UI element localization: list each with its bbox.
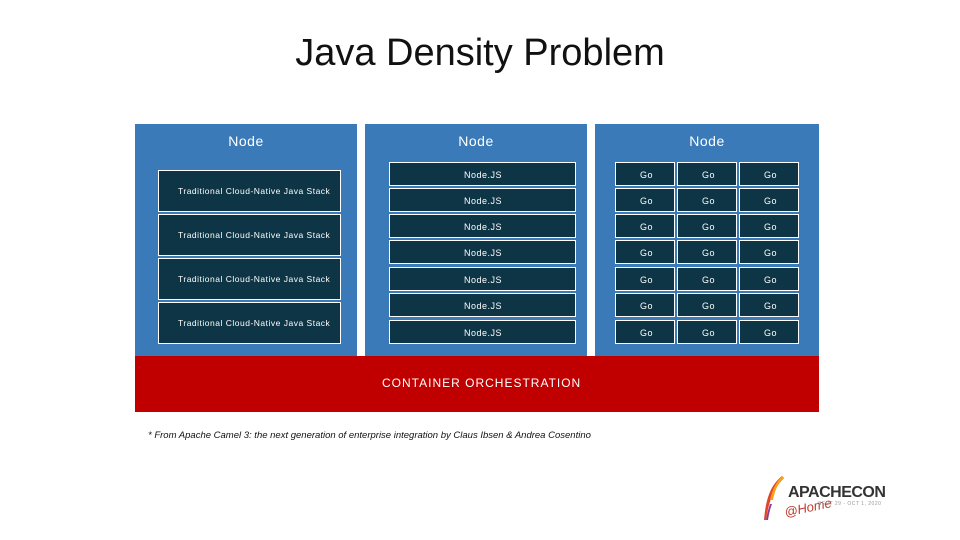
go-cell: Go (739, 240, 799, 264)
go-label: Go (764, 301, 778, 311)
nodejs-label: Node.JS (464, 222, 503, 232)
feather-icon (764, 476, 784, 520)
go-cell: Go (615, 214, 675, 238)
go-label: Go (702, 170, 716, 180)
go-cell: Go (615, 188, 675, 212)
nodejs-label: Node.JS (464, 248, 503, 258)
go-cell: Go (677, 293, 737, 317)
go-label: Go (764, 222, 778, 232)
nodejs-cell: Node.JS (389, 267, 576, 291)
nodejs-cell: Node.JS (389, 293, 576, 317)
go-label: Go (640, 301, 654, 311)
java-stack-label: Traditional Cloud-Native Java Stack (178, 186, 331, 196)
go-cell: Go (677, 240, 737, 264)
orchestration-label: CONTAINER ORCHESTRATION (382, 376, 582, 390)
go-label: Go (764, 328, 778, 338)
logo-subtitle: SEPT 29 - OCT 1, 2020 (818, 501, 882, 507)
nodejs-label: Node.JS (464, 275, 503, 285)
java-stack-label: Traditional Cloud-Native Java Stack (178, 274, 331, 284)
go-cell: Go (739, 214, 799, 238)
nodejs-cell: Node.JS (389, 188, 576, 212)
node-label: Node (689, 133, 725, 149)
java-stack-box (158, 258, 341, 300)
go-label: Go (702, 248, 716, 258)
go-cell: Go (739, 162, 799, 186)
go-label: Go (764, 196, 778, 206)
nodejs-label: Node.JS (464, 196, 503, 206)
nodejs-label: Node.JS (464, 328, 503, 338)
nodejs-cell: Node.JS (389, 320, 576, 344)
go-cell: Go (677, 267, 737, 291)
go-cell: Go (677, 188, 737, 212)
apachecon-logo: APACHECON @Home SEPT 29 - OCT 1, 2020 (758, 474, 898, 526)
go-cell: Go (677, 320, 737, 344)
go-label: Go (640, 275, 654, 285)
go-label: Go (640, 196, 654, 206)
go-cell: Go (677, 162, 737, 186)
go-cell: Go (615, 240, 675, 264)
apachecon-wordmark: APACHECON (788, 484, 886, 502)
go-cell: Go (615, 293, 675, 317)
footnote: * From Apache Camel 3: the next generati… (148, 430, 591, 441)
go-cell: Go (739, 188, 799, 212)
nodejs-cell: Node.JS (389, 240, 576, 264)
go-cell: Go (615, 267, 675, 291)
go-cell: Go (739, 293, 799, 317)
java-stack-label: Traditional Cloud-Native Java Stack (178, 318, 331, 328)
go-label: Go (702, 301, 716, 311)
java-stack-box (158, 170, 341, 212)
go-label: Go (702, 222, 716, 232)
node-label: Node (228, 133, 264, 149)
java-stack-box (158, 302, 341, 344)
nodejs-label: Node.JS (464, 301, 503, 311)
apache-text: APACHE (788, 484, 852, 501)
go-label: Go (764, 170, 778, 180)
go-label: Go (702, 328, 716, 338)
go-cell: Go (739, 267, 799, 291)
go-cell: Go (739, 320, 799, 344)
container-orchestration-bar: CONTAINER ORCHESTRATION (135, 356, 819, 412)
java-stack-label: Traditional Cloud-Native Java Stack (178, 230, 331, 240)
node-label: Node (458, 133, 494, 149)
go-cell: Go (615, 320, 675, 344)
java-stack-box (158, 214, 341, 256)
nodejs-cell: Node.JS (389, 162, 576, 186)
nodejs-cell: Node.JS (389, 214, 576, 238)
con-text: CON (851, 484, 886, 501)
go-cell: Go (615, 162, 675, 186)
slide-title: Java Density Problem (295, 32, 665, 74)
go-label: Go (702, 275, 716, 285)
go-label: Go (764, 248, 778, 258)
go-label: Go (640, 170, 654, 180)
go-label: Go (640, 222, 654, 232)
go-label: Go (764, 275, 778, 285)
go-label: Go (640, 328, 654, 338)
nodejs-label: Node.JS (464, 170, 503, 180)
go-cell: Go (677, 214, 737, 238)
go-label: Go (640, 248, 654, 258)
go-label: Go (702, 196, 716, 206)
